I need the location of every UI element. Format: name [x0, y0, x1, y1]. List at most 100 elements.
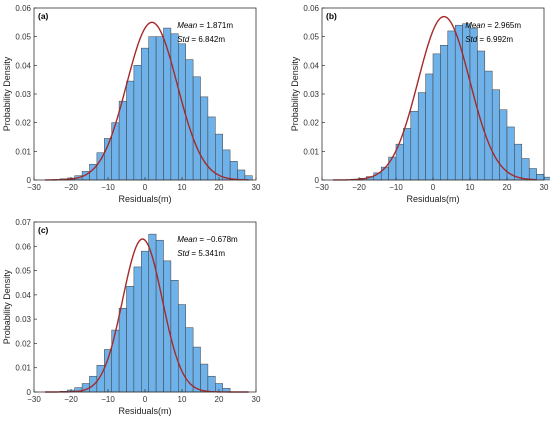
histogram-bar [133, 266, 142, 393]
chart-panel-c: −30 −20 −10 0 10 20 30 0 0.01 0.02 0.03 0.04 0.05 0.0… [2, 218, 261, 416]
histogram-bars [59, 233, 231, 393]
y-tick-label: 0.01 [15, 147, 31, 156]
histogram-bar [133, 65, 142, 181]
x-tick-label: −30 [27, 183, 41, 192]
chart-panel-a: −30 −20 −10 0 10 20 30 0 0.01 0.02 0.03 0.04 0.05 0.0… [2, 4, 261, 204]
x-tick-label: 10 [178, 395, 187, 404]
mean-annotation: Mean = −0.678m [177, 235, 238, 244]
histogram-bar [192, 76, 201, 181]
histogram-bar [491, 89, 500, 181]
normal-fit-curve [333, 15, 537, 181]
y-tick-label: 0.02 [303, 119, 319, 128]
y-tick-label: 0.05 [303, 33, 319, 42]
histogram-bar [178, 304, 186, 393]
y-tick-label: 0.02 [15, 339, 31, 348]
histogram-bar [200, 96, 209, 181]
histogram-bar [155, 36, 164, 181]
x-tick-label: 0 [143, 395, 148, 404]
x-tick-label: −20 [64, 183, 78, 192]
x-tick-label: −30 [315, 183, 329, 192]
histogram-bar [104, 349, 112, 393]
x-tick-label: 20 [215, 183, 224, 192]
histogram-bar [417, 92, 426, 181]
x-tick-label: −30 [27, 395, 41, 404]
histogram-bar [462, 23, 471, 181]
histogram-bar [148, 36, 157, 181]
y-tick-label: 0.04 [15, 291, 31, 300]
histogram-bar [192, 346, 201, 393]
histogram-bar [96, 152, 105, 181]
histogram-bar [155, 239, 164, 393]
histogram-bar [118, 100, 127, 181]
histogram-bar [477, 50, 486, 181]
std-annotation: Std = 5.341m [177, 249, 225, 258]
x-tick-label: 30 [540, 183, 549, 192]
y-tick-label: 0.02 [15, 119, 31, 128]
histogram-bar [126, 286, 135, 393]
histogram-bar [141, 250, 149, 393]
histogram-bar [499, 109, 508, 181]
x-tick-label: −10 [101, 183, 115, 192]
histogram-bar [229, 161, 238, 181]
histogram-bar [432, 53, 441, 181]
histogram-bar [163, 260, 172, 393]
histogram-bar [521, 158, 530, 181]
panel-label: (c) [38, 225, 49, 235]
y-tick-label: 0.05 [15, 267, 31, 276]
histogram-bar [111, 329, 120, 393]
histogram-bar [403, 128, 412, 181]
y-tick-label: 0 [315, 176, 320, 185]
histogram-bars [52, 27, 253, 181]
x-tick-label: 10 [178, 183, 187, 192]
mean-annotation: Mean = 1.871m [177, 21, 233, 30]
histogram-bar [447, 30, 456, 181]
y-tick-label: 0.05 [15, 33, 31, 42]
x-tick-label: 0 [143, 183, 148, 192]
histogram-bars [351, 23, 550, 181]
y-axis-label: Probability Density [2, 269, 12, 344]
x-tick-label: 30 [252, 395, 261, 404]
x-tick-label: 20 [215, 395, 224, 404]
y-tick-label: 0 [27, 388, 32, 397]
y-tick-label: 0.03 [15, 315, 31, 324]
x-tick-label: 0 [431, 183, 436, 192]
histogram-bar [410, 110, 419, 181]
histogram-bar [484, 70, 493, 181]
y-axis: 0 0.01 0.02 0.03 0.04 0.05 0.06 [15, 4, 37, 185]
histogram-bar [237, 169, 246, 181]
histogram-bar [170, 33, 179, 181]
normal-fit-curve [45, 21, 249, 181]
y-tick-label: 0.01 [303, 147, 319, 156]
histogram-bar [118, 307, 127, 393]
y-tick-label: 0.04 [303, 61, 319, 70]
chart-panel-b: −30 −20 −10 0 10 20 30 0 0.01 0.02 0.03 0.04 0.05 0.0… [290, 4, 550, 204]
histogram-bar [170, 280, 179, 393]
histogram-bar [514, 143, 523, 181]
histogram-bar [89, 375, 98, 393]
histogram-bar [388, 156, 397, 181]
x-axis-label: Residuals(m) [118, 194, 171, 204]
x-axis: −30 −20 −10 0 10 20 30 [27, 177, 261, 192]
histogram-bar [528, 168, 537, 181]
histogram-bar [141, 47, 149, 181]
x-axis: −30 −20 −10 0 10 20 30 [315, 177, 549, 192]
panel-label: (a) [38, 11, 49, 21]
x-axis: −30 −20 −10 0 10 20 30 [27, 389, 261, 404]
histogram-bar [200, 363, 209, 393]
y-tick-label: 0.07 [15, 218, 31, 227]
std-annotation: Std = 6.842m [177, 35, 225, 44]
x-tick-label: −20 [64, 395, 78, 404]
histogram-bar [440, 45, 449, 181]
y-axis-label: Probability Density [290, 56, 300, 131]
histogram-bar [425, 73, 434, 181]
y-tick-label: 0.06 [15, 4, 31, 13]
histogram-bar [207, 375, 216, 393]
y-tick-label: 0.03 [15, 90, 31, 99]
histogram-bar [380, 166, 389, 181]
mean-annotation: Mean = 2.965m [465, 21, 521, 30]
histogram-bar [536, 174, 545, 181]
x-tick-label: −10 [101, 395, 115, 404]
y-tick-label: 0.04 [15, 61, 31, 70]
histogram-bar [543, 176, 550, 181]
panel-label: (b) [326, 11, 337, 21]
